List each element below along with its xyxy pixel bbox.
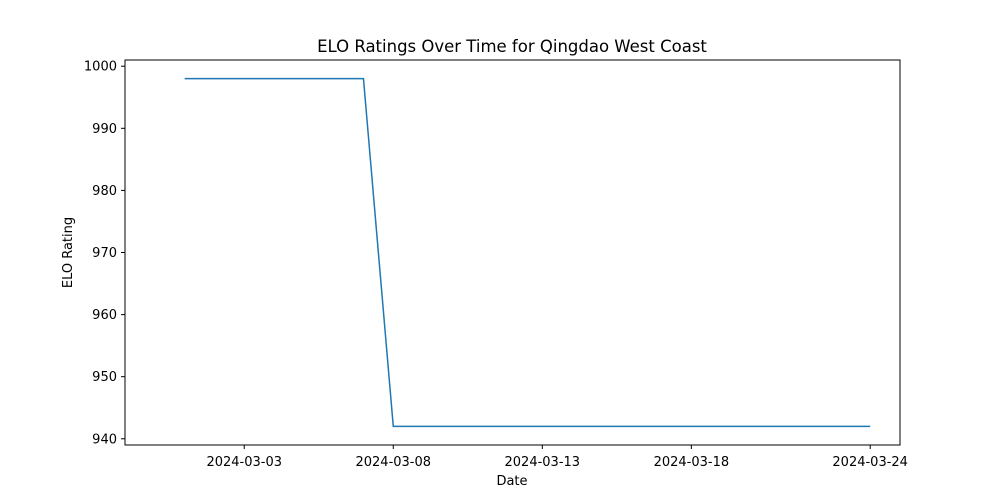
x-tick-label: 2024-03-18	[654, 455, 730, 470]
y-axis: 940 950 960 970 980 990 1000	[84, 60, 125, 447]
x-axis: 2024-03-03 2024-03-08 2024-03-13 2024-03-18…	[206, 445, 908, 470]
y-tick-label: 1000	[84, 60, 117, 75]
series-line-0	[184, 77, 871, 428]
y-tick-label: 960	[92, 308, 117, 323]
x-axis-label: Date	[496, 474, 527, 489]
y-tick-label: 980	[92, 184, 117, 199]
y-tick-label: 940	[92, 432, 117, 447]
x-tick-label: 2024-03-08	[355, 455, 431, 470]
y-tick-label: 950	[92, 370, 117, 385]
y-tick-label: 990	[92, 122, 117, 137]
x-tick-label: 2024-03-03	[206, 455, 282, 470]
x-tick-label: 2024-03-13	[505, 455, 581, 470]
series-layer	[184, 77, 871, 428]
x-tick-label: 2024-03-24	[832, 455, 908, 470]
plot-frame	[124, 59, 901, 446]
y-tick-label: 970	[92, 246, 117, 261]
chart-title: ELO Ratings Over Time for Qingdao West C…	[317, 37, 707, 56]
plot-area	[124, 59, 901, 446]
y-axis-label: ELO Rating	[61, 217, 76, 288]
